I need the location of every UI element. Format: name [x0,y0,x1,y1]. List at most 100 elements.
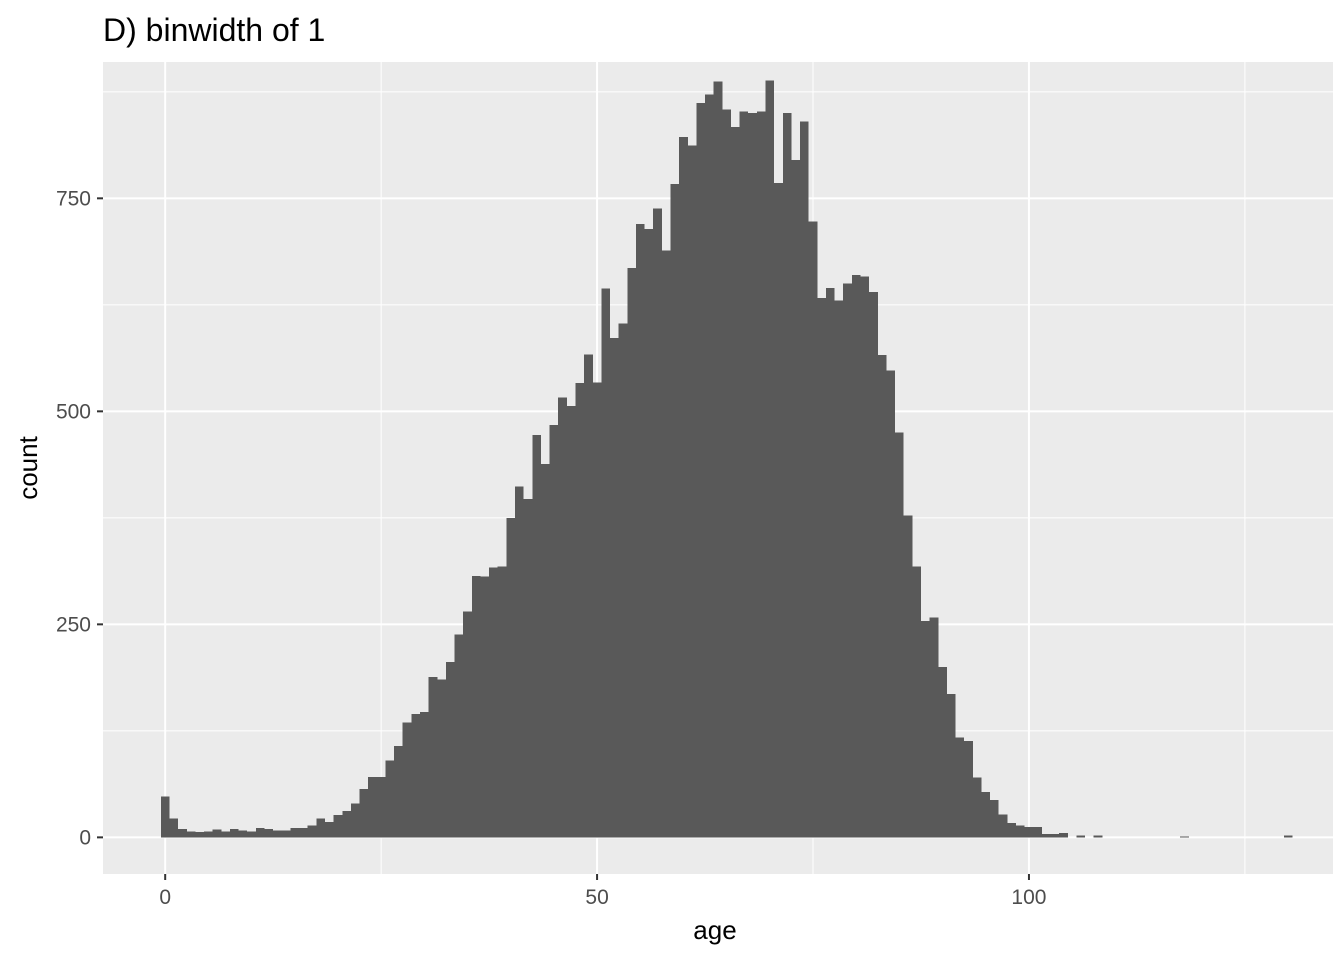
histogram-bar [610,338,619,838]
x-axis: 0 50 100 [159,874,1046,909]
histogram-bar [1059,833,1068,838]
histogram-bar [1024,827,1034,838]
y-axis: 0 250 500 750 [56,187,103,849]
histogram-bar [825,287,835,838]
histogram-bar [687,145,697,838]
histogram-bar [964,741,973,838]
y-tick-label: 250 [56,613,91,636]
histogram-bar [860,276,870,838]
histogram-bar [221,831,230,838]
histogram-bar [877,355,887,838]
histogram-bar [730,126,740,838]
x-tick-label: 50 [585,886,608,909]
y-tick-label: 750 [56,187,91,210]
histogram-bar [920,620,930,838]
histogram-bar [653,208,662,838]
histogram-bar [635,223,645,838]
histogram-bar [186,831,196,838]
histogram-bar [324,822,334,838]
histogram-bar [290,827,300,838]
histogram-bar [445,661,455,838]
histogram-bar [160,796,170,838]
histogram-bar [972,777,982,838]
histogram-bar [938,666,947,838]
histogram-bar [307,825,317,838]
histogram-bar [515,486,524,838]
histogram-bar [886,370,896,838]
histogram-bar [661,250,671,838]
x-tick-label: 0 [159,886,171,909]
histogram-bar [273,830,282,838]
histogram-bar [851,275,861,838]
histogram-bar [471,575,481,838]
histogram-bar [748,113,757,838]
histogram-bar [420,712,429,838]
histogram-bar [402,722,412,838]
histogram-bar [601,288,611,838]
histogram-bar [912,566,921,838]
histogram-bar [204,831,213,838]
histogram-bar [739,111,749,838]
histogram-bar [1283,835,1293,838]
histogram-bar [998,814,1008,838]
histogram-bar [774,182,783,838]
histogram-bar [1015,825,1025,838]
histogram-bar [506,517,516,838]
histogram-bar [212,829,222,838]
histogram-bar [1076,835,1086,838]
histogram-bar [342,810,351,838]
histogram-bars [160,80,1293,838]
histogram-bar [627,268,636,838]
histogram-bar [817,298,826,838]
histogram-bar [333,815,343,838]
histogram-bar [411,713,421,838]
histogram-bar [644,229,654,838]
histogram-bar [428,677,438,838]
histogram-bar [756,111,766,838]
histogram-bar [929,617,939,838]
histogram-bar [350,803,360,838]
histogram-bar [584,354,593,838]
histogram-bar [1041,833,1051,838]
histogram-bar [281,830,291,838]
x-tick-label: 100 [1011,886,1046,909]
histogram-bar [1093,835,1103,838]
histogram-bar [558,397,567,838]
histogram-bar [1007,822,1016,838]
histogram-bar [791,159,801,838]
histogram-bar [834,300,844,838]
histogram-bar [195,832,205,838]
histogram-bar [782,113,792,838]
chart-title: D) binwidth of 1 [103,12,325,48]
histogram-bar [178,828,187,838]
histogram-bar [264,828,274,838]
histogram-bar [1033,827,1042,838]
histogram-bar [592,382,602,838]
y-axis-title: count [13,435,43,499]
histogram-bar [696,102,706,838]
histogram-bar [497,566,507,838]
histogram-bar [765,80,775,838]
histogram-bar [955,737,965,838]
histogram-bar [480,576,490,838]
y-tick-label: 0 [79,826,91,849]
histogram-bar [1180,836,1189,838]
histogram-bar [368,776,377,838]
histogram-bar [316,818,325,838]
histogram-bar [540,464,550,838]
histogram-bar [385,760,395,838]
histogram-bar [238,830,248,838]
histogram-bar [376,776,386,838]
histogram-bar [722,109,731,838]
histogram-bar [981,792,991,838]
histogram-bar [808,221,818,838]
histogram-bar [255,827,265,838]
histogram-bar [679,136,688,838]
y-tick-label: 500 [56,400,91,423]
histogram-bar [549,424,559,838]
histogram-bar [713,81,723,838]
histogram-bar [800,121,809,838]
histogram-bar [523,499,533,838]
histogram-bar [895,432,904,838]
